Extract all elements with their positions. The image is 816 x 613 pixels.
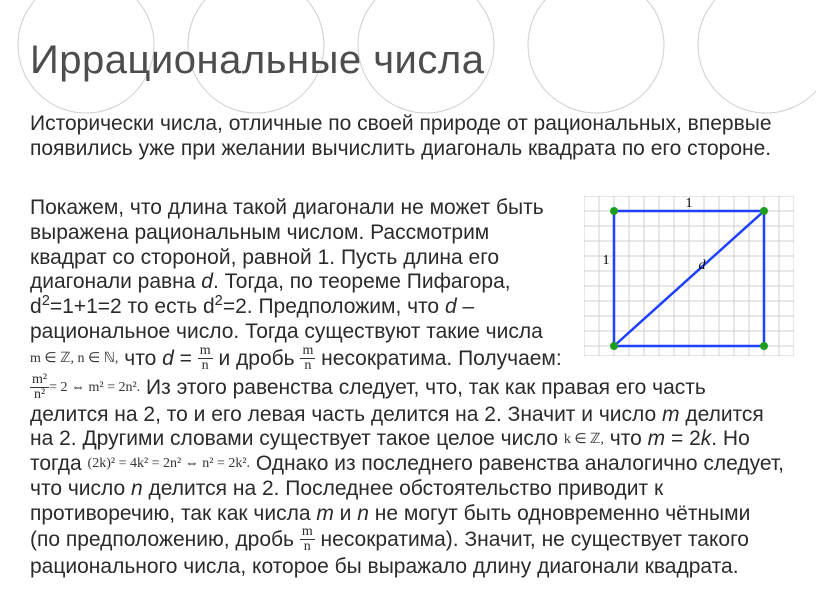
- math-inline-2: = 2 ⇔ m² = 2n².: [49, 380, 140, 397]
- body-text: Покажем, что длина такой диагонали не мо…: [30, 196, 786, 580]
- fraction-4: mn: [300, 525, 315, 554]
- paragraph-2: Покажем, что длина такой диагонали не мо…: [30, 196, 558, 345]
- fraction-3: m²n²: [30, 373, 49, 402]
- fraction-2: mn: [300, 344, 315, 373]
- intro-paragraph: Исторически числа, отличные по своей при…: [30, 112, 786, 162]
- math-inline-1: m ∈ ℤ, n ∈ ℕ,: [30, 351, 118, 368]
- math-inline-4: (2k)² = 4k² = 2n² ⇔ n² = 2k².: [88, 456, 251, 473]
- math-inline-3: k ∈ ℤ,: [564, 432, 604, 449]
- fraction-1: mn: [198, 344, 213, 373]
- paragraph-3: m ∈ ℤ, n ∈ ℕ, что d = mn и дробь mn несо…: [30, 345, 786, 581]
- page-title: Иррациональные числа: [30, 38, 484, 83]
